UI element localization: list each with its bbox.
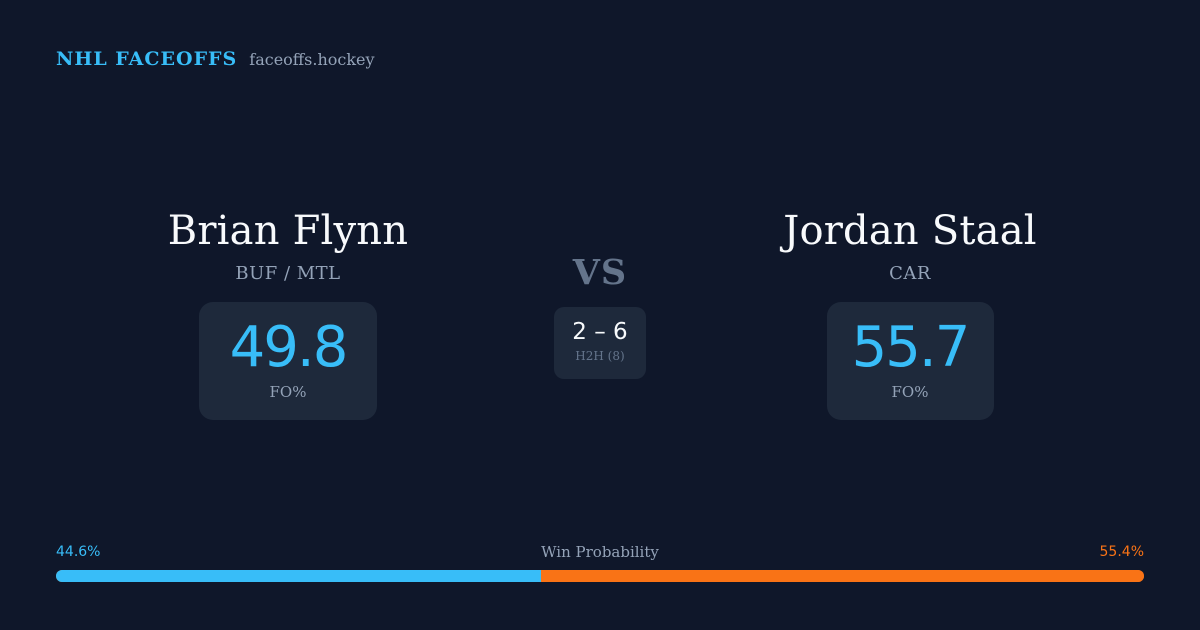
player-right-stat-card: 55.7 FO% xyxy=(826,302,994,420)
player-left-stat-card: 49.8 FO% xyxy=(199,302,377,420)
h2h-label: H2H (8) xyxy=(575,349,625,363)
player-right-team: CAR xyxy=(889,263,931,284)
player-right-panel: Jordan Staal CAR 55.7 FO% xyxy=(700,205,1120,420)
player-right-name: Jordan Staal xyxy=(783,208,1037,254)
win-prob-right-value: 55.4% xyxy=(1099,544,1144,560)
player-right-fo-label: FO% xyxy=(891,383,929,401)
player-left-team: BUF / MTL xyxy=(235,263,341,284)
versus-label: VS xyxy=(572,252,628,293)
win-prob-right-fill xyxy=(541,570,1144,582)
brand-site: faceoffs.hockey xyxy=(249,50,375,69)
head-to-head-card: 2 – 6 H2H (8) xyxy=(554,307,646,379)
player-left-fo-label: FO% xyxy=(269,383,307,401)
win-prob-title: Win Probability xyxy=(541,543,659,561)
player-right-fo-pct: 55.7 xyxy=(851,315,971,380)
player-left-fo-pct: 49.8 xyxy=(229,315,349,380)
player-left-name: Brian Flynn xyxy=(167,208,409,254)
brand-name: NHL FACEOFFS xyxy=(56,48,238,70)
player-left-panel: Brian Flynn BUF / MTL 49.8 FO% xyxy=(78,205,498,420)
win-prob-left-fill xyxy=(56,570,542,582)
win-probability-bar xyxy=(56,570,1144,582)
h2h-score: 2 – 6 xyxy=(572,319,628,345)
brand-header: NHL FACEOFFS faceoffs.hockey xyxy=(56,48,375,70)
win-prob-left-value: 44.6% xyxy=(56,544,101,560)
